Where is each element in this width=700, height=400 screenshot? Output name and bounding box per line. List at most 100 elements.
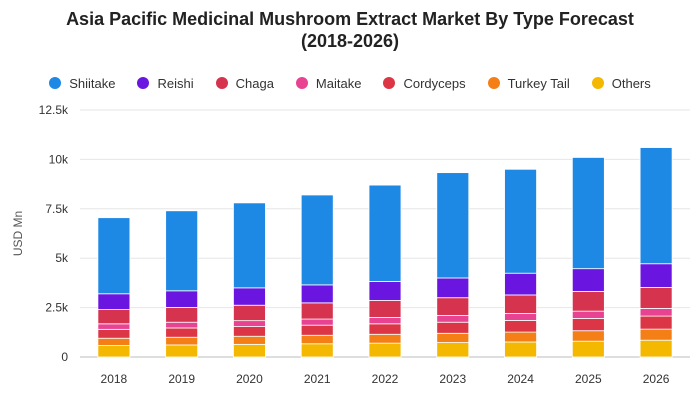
x-tick-label: 2023 xyxy=(439,372,466,386)
legend-swatch xyxy=(215,77,228,89)
legend-swatch xyxy=(295,77,308,89)
bar-segment-cordyceps xyxy=(233,326,266,337)
bar-segment-reishi xyxy=(639,263,673,288)
bar-segment-others xyxy=(368,342,402,358)
bar-segment-maitake xyxy=(504,313,537,321)
x-tick-label: 2021 xyxy=(304,372,331,386)
bar-segment-turkey-tail xyxy=(504,331,537,343)
bar-segment-maitake xyxy=(233,320,266,327)
legend-swatch xyxy=(591,77,604,89)
bar-segment-chaga xyxy=(639,287,673,309)
legend-swatch xyxy=(383,77,396,89)
bar-segment-chaga xyxy=(165,307,199,323)
x-tick-label: 2025 xyxy=(575,372,602,386)
bar-segment-turkey-tail xyxy=(233,335,266,345)
bar-segment-cordyceps xyxy=(436,321,470,334)
legend-swatch xyxy=(137,77,150,89)
bar-segment-turkey-tail xyxy=(97,337,131,346)
bar-segment-maitake xyxy=(639,307,673,317)
x-tick-label: 2022 xyxy=(372,372,399,386)
bar-segment-others xyxy=(97,345,131,358)
y-tick-label: 2.5k xyxy=(45,301,69,315)
legend-item-maitake[interactable]: Maitake xyxy=(295,74,362,92)
bar-segment-others xyxy=(639,339,673,358)
x-tick-label: 2020 xyxy=(236,372,263,386)
bar-segment-reishi xyxy=(300,284,334,304)
bar-segment-shiitake xyxy=(300,194,334,286)
bar-segment-turkey-tail xyxy=(436,332,470,343)
bar-segment-cordyceps xyxy=(165,327,199,338)
bar-segment-chaga xyxy=(97,309,131,325)
bar-segment-chaga xyxy=(300,302,334,320)
legend-label: Chaga xyxy=(235,75,274,91)
legend-item-reishi[interactable]: Reishi xyxy=(137,74,194,92)
bar-segment-others xyxy=(300,343,334,358)
y-tick-label: 7.5k xyxy=(45,202,69,216)
bar-segment-turkey-tail xyxy=(165,336,199,346)
bar-segment-shiitake xyxy=(639,147,673,265)
bar-segment-shiitake xyxy=(368,184,402,282)
x-tick-label: 2024 xyxy=(507,372,534,386)
bar-segment-shiitake xyxy=(97,217,131,295)
bar-segment-others xyxy=(436,342,470,358)
legend-swatch xyxy=(49,77,62,89)
x-tick-label: 2018 xyxy=(101,372,128,386)
y-tick-label: 0 xyxy=(61,350,68,364)
legend-swatch xyxy=(487,77,500,89)
legend-label: Turkey Tail xyxy=(507,75,570,91)
legend-item-cordyceps[interactable]: Cordyceps xyxy=(383,74,466,92)
bar-segment-chaga xyxy=(233,304,266,322)
bar-segment-chaga xyxy=(571,290,605,312)
bar-segment-cordyceps xyxy=(571,318,605,332)
bar-segment-cordyceps xyxy=(368,323,402,335)
legend-label: Reishi xyxy=(157,75,194,91)
bar-segment-shiitake xyxy=(571,157,605,270)
bar-segment-shiitake xyxy=(504,168,537,274)
bar-segment-cordyceps xyxy=(504,320,537,333)
bar-segment-reishi xyxy=(97,293,131,310)
legend-label: Maitake xyxy=(315,75,362,91)
bar-segment-chaga xyxy=(436,297,470,316)
y-tick-label: 12.5k xyxy=(39,103,69,117)
bar-segment-others xyxy=(165,344,199,358)
bar-segment-turkey-tail xyxy=(368,333,402,344)
bar-segment-shiitake xyxy=(165,210,199,292)
bar-segment-others xyxy=(233,343,266,358)
bar-segment-shiitake xyxy=(233,202,266,289)
bar-segment-cordyceps xyxy=(639,315,673,330)
bar-segment-reishi xyxy=(436,277,470,299)
legend-item-others[interactable]: Others xyxy=(591,74,651,92)
bar-segment-maitake xyxy=(165,321,199,329)
bar-segment-maitake xyxy=(571,310,605,319)
y-axis-label: USD Mn xyxy=(11,211,25,256)
bar-segment-maitake xyxy=(368,317,402,325)
chart-legend: Shiitake Reishi Chaga Maitake Cordyceps Turke… xyxy=(0,74,700,92)
bar-segment-turkey-tail xyxy=(639,328,673,341)
bar-segment-reishi xyxy=(165,290,199,308)
bar-segment-cordyceps xyxy=(97,328,131,339)
chart-title-line-2: (2018-2026) xyxy=(300,31,400,51)
bar-segment-reishi xyxy=(368,281,402,301)
bar-segment-turkey-tail xyxy=(300,334,334,345)
bar-segment-maitake xyxy=(300,318,334,326)
bar-segment-reishi xyxy=(571,268,605,292)
bar-segment-reishi xyxy=(504,272,537,296)
y-tick-label: 5k xyxy=(55,251,69,265)
chart-title-line-1: Asia Pacific Medicinal Mushroom Extract … xyxy=(66,9,634,29)
x-tick-label: 2026 xyxy=(643,372,670,386)
bar-segment-maitake xyxy=(97,323,131,330)
bar-segment-maitake xyxy=(436,315,470,323)
legend-item-shiitake[interactable]: Shiitake xyxy=(49,74,115,92)
legend-label: Shiitake xyxy=(69,75,116,91)
legend-label: Cordyceps xyxy=(403,75,466,91)
bar-segment-others xyxy=(571,340,605,358)
bar-segment-cordyceps xyxy=(300,324,334,336)
legend-item-chaga[interactable]: Chaga xyxy=(215,74,274,92)
bar-segment-others xyxy=(504,341,537,358)
legend-item-turkey-tail[interactable]: Turkey Tail xyxy=(487,74,570,92)
chart-title: Asia Pacific Medicinal Mushroom Extract … xyxy=(0,8,700,52)
bar-segment-reishi xyxy=(233,287,266,306)
y-tick-label: 10k xyxy=(49,152,69,166)
